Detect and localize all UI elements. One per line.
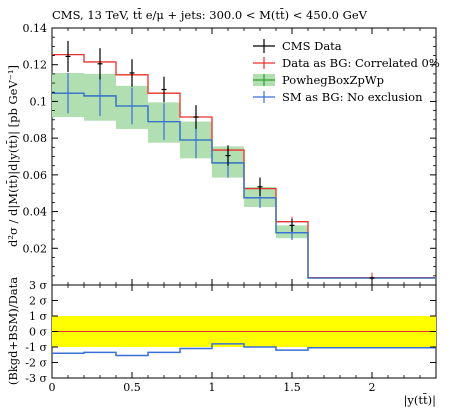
legend-label-data-as-bg: Data as BG: Correlated 0% [282,56,440,70]
x-tick-label: 1 [209,381,216,394]
x-tick-label: 0 [49,381,56,394]
ratio-y-tick-label: -3 σ [25,372,47,385]
legend-label-cms-data: CMS Data [282,39,342,53]
x-tick-label: 2 [369,381,376,394]
ratio-y-tick-label: -2 σ [25,357,47,370]
y-tick-label: 0.06 [23,169,48,182]
legend-item-powheg: PowhegBoxZpWp [253,73,384,87]
y-tick-label: 0.08 [23,132,48,145]
ratio-plot: -3 σ -2 σ -1 σ 0 σ 1 σ 2 σ 3 σ 0 0.5 1 1.5 2 (Bkgd+… [6,277,437,394]
legend-item-data-as-bg: Data as BG: Correlated 0% [253,56,440,70]
main-plot-ticks: 0.02 0.04 0.06 0.08 0.1 0.12 0.14 [23,22,436,285]
legend-item-cms-data: CMS Data [253,39,342,53]
y-tick-label: 0.14 [23,22,48,35]
y-tick-label: 0.12 [23,59,48,72]
ratio-plot-content [52,316,436,357]
ratio-plot-ticks: -3 σ -2 σ -1 σ 0 σ 1 σ 2 σ 3 σ 0 0.5 1 1.5 2 [25,279,436,394]
ratio-sm-line [52,343,436,357]
y-tick-label: 0.02 [23,242,48,255]
x-tick-label: 1.5 [283,381,301,394]
ratio-y-tick-label: 1 σ [29,310,47,323]
x-tick-label: 0.5 [123,381,141,394]
legend: CMS Data Data as BG: Correlated 0% Powhe… [253,39,440,104]
legend-item-sm-as-bg: SM as BG: No exclusion [253,90,423,104]
ratio-y-tick-label: -1 σ [25,341,47,354]
y-tick-label: 0.04 [23,206,48,219]
x-axis-label: |y(tt̄)| [404,393,436,408]
ratio-y-tick-label: 3 σ [29,279,47,292]
main-y-axis-label: d²σ / d|M(tt̄)|d|y(tt̄)| [pb GeV⁻¹] [6,65,21,247]
legend-label-sm-as-bg: SM as BG: No exclusion [282,90,423,104]
y-tick-label: 0.1 [30,95,48,108]
main-plot-content [52,40,436,283]
ratio-y-tick-label: 0 σ [29,326,47,339]
main-plot: 0.02 0.04 0.06 0.08 0.1 0.12 0.14 d²σ / d|M(tt… [6,22,437,286]
sm-as-bg-line [52,92,436,279]
ratio-y-tick-label: 2 σ [29,295,47,308]
chart-title: CMS, 13 TeV, tt̄ e/μ + jets: 300.0 < M(t… [52,8,368,22]
ratio-y-axis-label: (Bkgd+BSM)/Data [6,277,20,385]
legend-label-powheg: PowhegBoxZpWp [282,73,384,87]
